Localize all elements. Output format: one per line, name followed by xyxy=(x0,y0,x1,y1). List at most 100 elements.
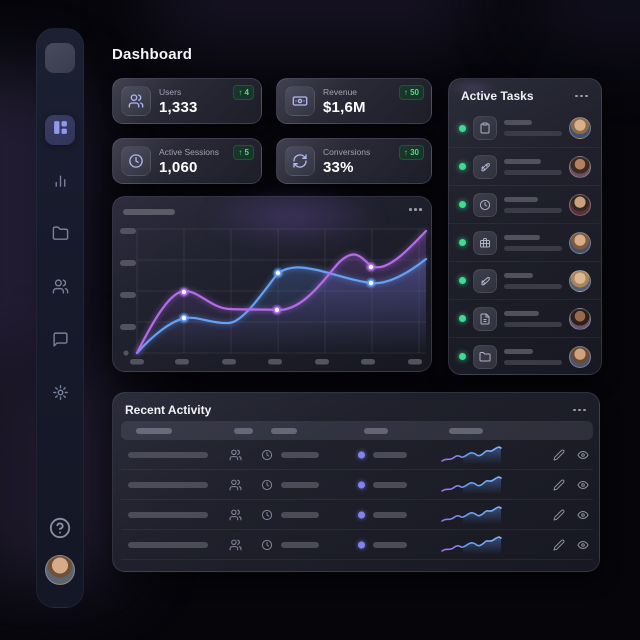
purple-series-area xyxy=(137,231,426,353)
trend-sparkline xyxy=(441,505,502,524)
user-avatar[interactable] xyxy=(45,555,75,585)
stat-value: 1,333 xyxy=(159,98,198,116)
active-tasks-title: Active Tasks xyxy=(461,89,534,103)
y-axis-skeleton-ticks xyxy=(120,228,136,356)
view-button[interactable] xyxy=(577,509,589,521)
task-row[interactable] xyxy=(449,185,601,223)
gear-icon xyxy=(52,384,69,406)
status-dot xyxy=(459,163,466,170)
sidebar-item-dashboard[interactable] xyxy=(45,115,75,145)
users-icon xyxy=(229,448,242,461)
stat-label: Conversions xyxy=(323,146,371,157)
users-icon xyxy=(52,278,69,300)
time-skeleton xyxy=(281,511,319,518)
rocket-icon xyxy=(473,268,497,293)
stat-delta-badge: ↑ 30 xyxy=(398,145,424,160)
sidebar-item-analytics[interactable] xyxy=(45,168,75,198)
users-icon xyxy=(229,538,242,551)
name-skeleton xyxy=(128,451,208,458)
stat-card-active-sessions[interactable]: Active Sessions 1,060 ↑ 5 xyxy=(112,138,262,184)
column-header-skeleton xyxy=(449,427,483,434)
clock-icon xyxy=(261,449,273,461)
assignee-avatar[interactable] xyxy=(569,307,591,330)
assignee-avatar[interactable] xyxy=(569,269,591,292)
assignee-avatar[interactable] xyxy=(569,155,591,178)
sidebar-item-projects[interactable] xyxy=(45,221,75,251)
task-row[interactable] xyxy=(449,337,601,375)
sidebar-item-settings[interactable] xyxy=(45,380,75,410)
column-header-skeleton xyxy=(136,427,172,434)
task-progress xyxy=(504,207,562,213)
status-dot xyxy=(459,239,466,246)
task-progress xyxy=(504,321,562,327)
column-header-skeleton xyxy=(364,427,388,434)
stat-card-conversions[interactable]: Conversions 33% ↑ 30 xyxy=(276,138,432,184)
edit-button[interactable] xyxy=(553,479,565,491)
refresh-icon xyxy=(285,146,315,176)
task-row[interactable] xyxy=(449,223,601,261)
stat-label: Active Sessions xyxy=(159,146,219,157)
stat-label: Revenue xyxy=(323,86,358,97)
task-row[interactable] xyxy=(449,147,601,185)
stat-card-users[interactable]: Users 1,333 ↑ 4 xyxy=(112,78,262,124)
name-skeleton xyxy=(128,541,208,548)
task-title-skeleton xyxy=(504,234,540,240)
status-dot xyxy=(459,201,466,208)
banknote-icon xyxy=(285,86,315,116)
task-row[interactable] xyxy=(449,109,601,147)
assignee-avatar[interactable] xyxy=(569,345,591,368)
users-icon xyxy=(229,478,242,491)
view-button[interactable] xyxy=(577,479,589,491)
assignee-avatar[interactable] xyxy=(569,231,591,254)
briefcase-icon xyxy=(473,230,497,255)
ellipsis-menu-icon[interactable] xyxy=(572,406,587,415)
view-button[interactable] xyxy=(577,539,589,551)
status-dot xyxy=(459,315,466,322)
time-skeleton xyxy=(281,481,319,488)
trend-sparkline xyxy=(441,535,502,554)
sidebar-item-messages[interactable] xyxy=(45,327,75,357)
assignee-avatar[interactable] xyxy=(569,193,591,216)
purple-series-markers xyxy=(178,261,377,316)
line-chart xyxy=(120,228,428,365)
task-title-skeleton xyxy=(504,348,533,354)
recent-activity-panel: Recent Activity xyxy=(112,392,600,572)
task-progress xyxy=(504,245,562,251)
stat-delta-badge: ↑ 5 xyxy=(233,145,254,160)
recent-activity-title: Recent Activity xyxy=(125,403,212,417)
background-blob xyxy=(150,0,480,50)
activity-row[interactable] xyxy=(121,440,593,470)
clipboard-icon xyxy=(473,116,497,140)
background-blob xyxy=(520,0,640,50)
users-icon xyxy=(121,86,151,116)
help-button[interactable] xyxy=(49,517,71,539)
task-progress xyxy=(504,131,562,136)
stat-label: Users xyxy=(159,86,182,97)
folder-icon xyxy=(473,344,497,369)
stat-value: 1,060 xyxy=(159,158,198,176)
ellipsis-menu-icon[interactable] xyxy=(574,92,589,101)
stat-card-revenue[interactable]: Revenue $1,6M ↑ 50 xyxy=(276,78,432,124)
sidebar-item-team[interactable] xyxy=(45,274,75,304)
activity-row[interactable] xyxy=(121,470,593,500)
column-header-skeleton xyxy=(271,427,297,434)
active-tasks-panel: Active Tasks xyxy=(448,78,602,375)
edit-button[interactable] xyxy=(553,539,565,551)
task-progress xyxy=(504,283,562,289)
edit-button[interactable] xyxy=(553,509,565,521)
task-row[interactable] xyxy=(449,261,601,299)
activity-row[interactable] xyxy=(121,500,593,530)
edit-button[interactable] xyxy=(553,449,565,461)
sidebar xyxy=(36,28,84,608)
ellipsis-menu-icon[interactable] xyxy=(408,205,423,214)
task-title-skeleton xyxy=(504,196,538,202)
activity-row[interactable] xyxy=(121,530,593,560)
help-circle-icon xyxy=(49,517,71,543)
task-title-skeleton xyxy=(504,310,539,316)
clock-icon xyxy=(261,479,273,491)
view-button[interactable] xyxy=(577,449,589,461)
trend-sparkline xyxy=(441,475,502,494)
users-icon xyxy=(229,508,242,521)
task-row[interactable] xyxy=(449,299,601,337)
assignee-avatar[interactable] xyxy=(569,117,591,139)
